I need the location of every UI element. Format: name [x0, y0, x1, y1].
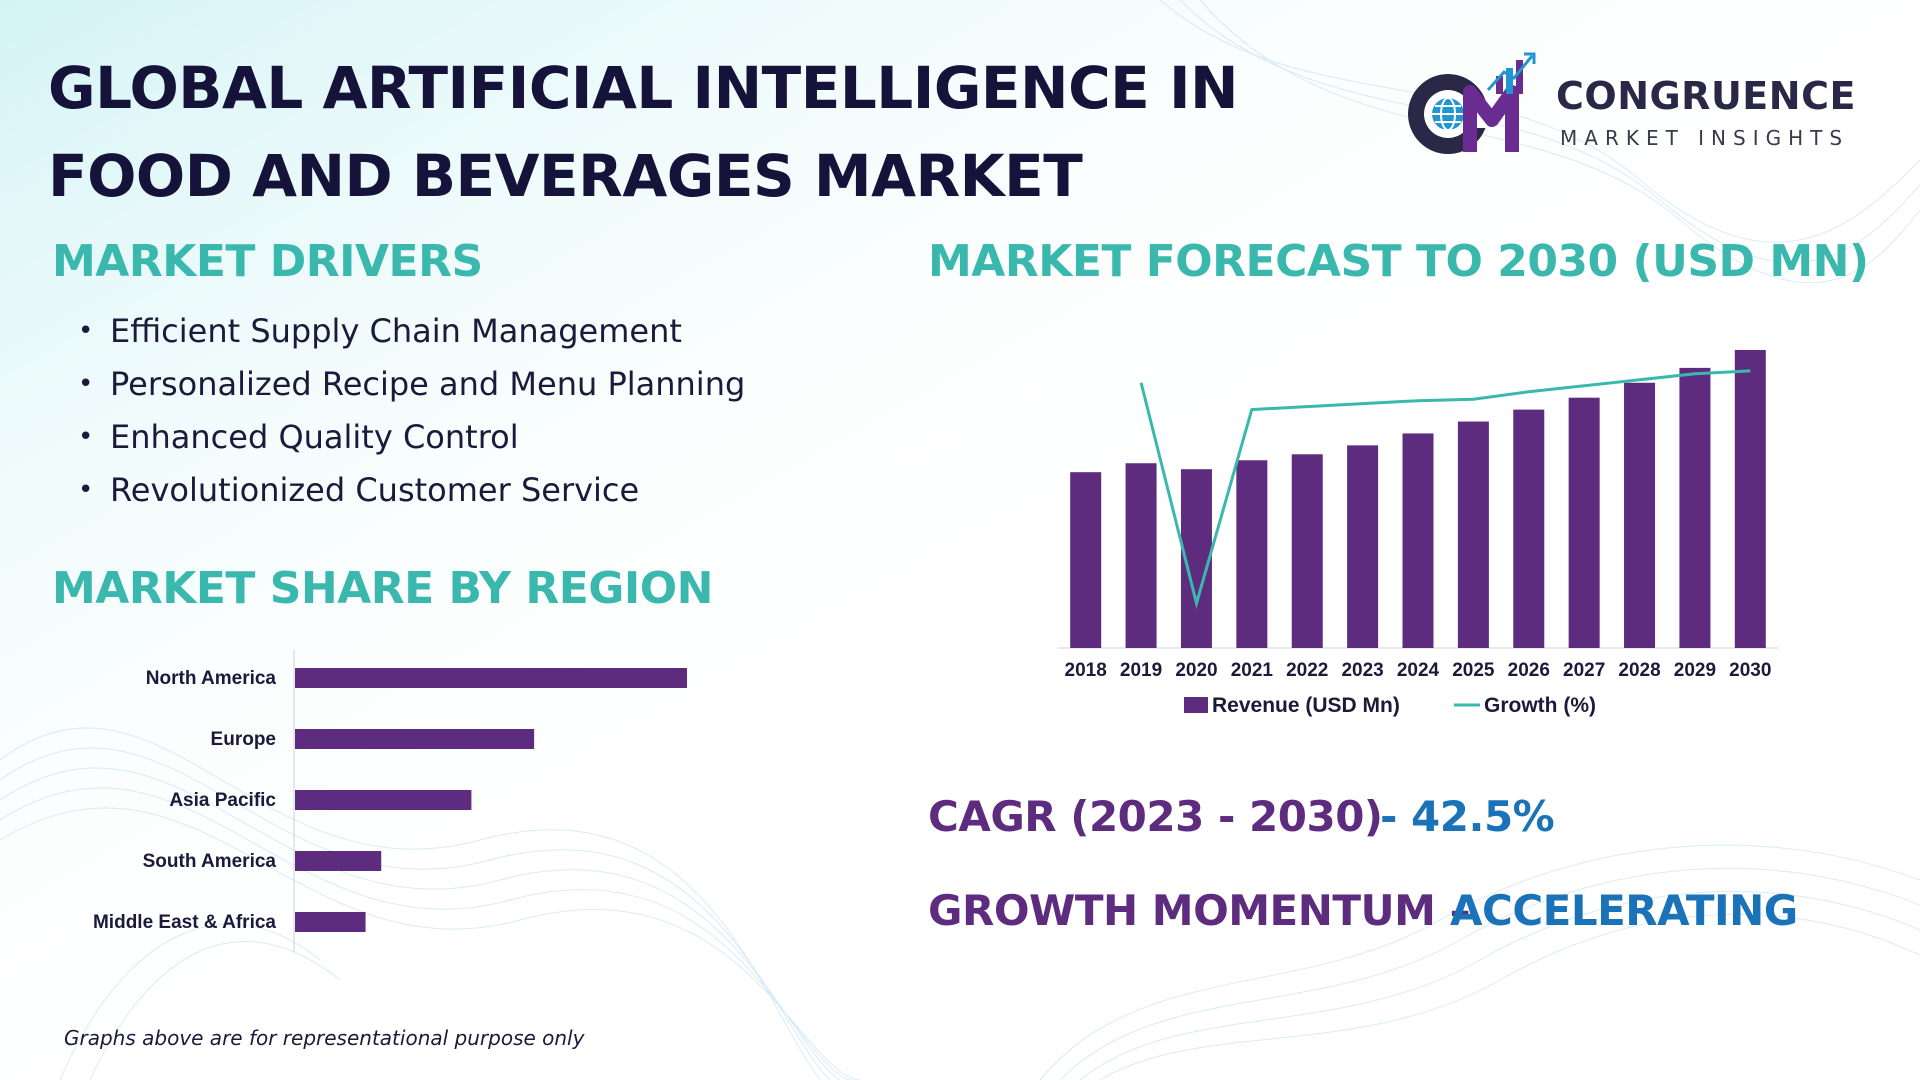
growth-momentum-value: ACCELERATING [1450, 886, 1798, 935]
region-tick-label: Middle East & Africa [93, 912, 276, 933]
forecast-combo-chart: 2018 2019 2020 2021 2022 2023 2024 2025 2026 2027… [1058, 350, 1778, 717]
region-bar [295, 851, 382, 871]
year-tick-label: 2019 [1120, 660, 1162, 681]
revenue-bar [1734, 350, 1766, 648]
revenue-bar [1347, 445, 1379, 648]
legend-growth-label: Growth (%) [1484, 694, 1596, 717]
revenue-bar [1624, 382, 1656, 648]
year-tick-label: 2029 [1674, 660, 1716, 681]
bullet-icon: • [78, 422, 94, 452]
bullet-icon: • [78, 475, 94, 505]
region-tick-label: South America [143, 851, 277, 872]
cagr-value: - 42.5% [1380, 792, 1555, 841]
footnote: Graphs above are for representational pu… [64, 1026, 585, 1050]
year-tick-label: 2024 [1397, 660, 1440, 681]
year-tick-label: 2020 [1175, 660, 1217, 681]
region-bar-chart: North America Europe Asia Pacific South Ame… [93, 650, 687, 952]
region-bar [295, 668, 687, 688]
revenue-bar [1513, 409, 1545, 648]
revenue-bar [1679, 367, 1711, 648]
revenue-bar [1125, 463, 1157, 648]
region-tick-label: Europe [211, 729, 276, 750]
drivers-list: • Efficient Supply Chain Management • Pers… [78, 305, 745, 517]
driver-text: Revolutionized Customer Service [110, 471, 640, 509]
region-tick-label: North America [146, 668, 277, 689]
year-tick-label: 2028 [1618, 660, 1660, 681]
year-tick-label: 2023 [1341, 660, 1383, 681]
legend-revenue-label: Revenue (USD Mn) [1212, 694, 1400, 717]
growth-line [1139, 369, 1751, 610]
logo-name: CONGRUENCE [1556, 74, 1856, 118]
region-tick-label: Asia Pacific [169, 790, 276, 811]
revenue-bar [1402, 433, 1434, 648]
congruence-logo-icon [1400, 52, 1540, 158]
market-share-by-region-heading: MARKET SHARE BY REGION [52, 563, 714, 614]
year-tick-label: 2025 [1452, 660, 1495, 681]
year-tick-label: 2026 [1508, 660, 1550, 681]
year-tick-label: 2021 [1231, 660, 1274, 681]
list-item: • Revolutionized Customer Service [78, 464, 745, 517]
revenue-bar [1291, 454, 1323, 648]
region-bar [295, 790, 472, 810]
driver-text: Enhanced Quality Control [110, 418, 519, 456]
year-tick-label: 2022 [1286, 660, 1328, 681]
revenue-bar [1070, 472, 1102, 648]
driver-text: Efficient Supply Chain Management [110, 312, 682, 350]
driver-text: Personalized Recipe and Menu Planning [110, 365, 746, 403]
market-forecast-heading: MARKET FORECAST TO 2030 (USD MN) [928, 236, 1869, 287]
bullet-icon: • [78, 316, 94, 346]
revenue-bar [1568, 397, 1600, 648]
page-title-line-2: FOOD AND BEVERAGES MARKET [48, 142, 1083, 210]
legend-revenue-swatch [1184, 697, 1208, 713]
revenue-bar [1457, 421, 1489, 648]
list-item: • Enhanced Quality Control [78, 411, 745, 464]
list-item: • Personalized Recipe and Menu Planning [78, 358, 745, 411]
year-tick-label: 2018 [1065, 660, 1107, 681]
region-bar [295, 912, 366, 932]
market-drivers-heading: MARKET DRIVERS [52, 236, 483, 287]
bullet-icon: • [78, 369, 94, 399]
revenue-bar [1236, 460, 1268, 648]
year-tick-label: 2027 [1563, 660, 1605, 681]
year-tick-label: 2030 [1729, 660, 1771, 681]
cagr-label: CAGR (2023 - 2030) [928, 792, 1383, 841]
page-title-line-1: GLOBAL ARTIFICIAL INTELLIGENCE IN [48, 54, 1239, 122]
growth-momentum-label: GROWTH MOMENTUM – [928, 886, 1471, 935]
logo-subtitle: MARKET INSIGHTS [1560, 126, 1850, 150]
list-item: • Efficient Supply Chain Management [78, 305, 745, 358]
region-bar [295, 729, 535, 749]
